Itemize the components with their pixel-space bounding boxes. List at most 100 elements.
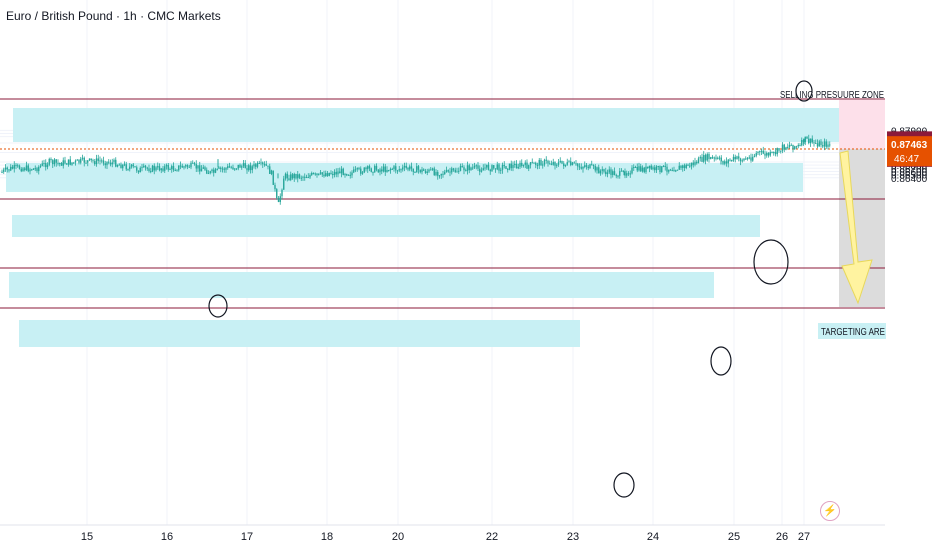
candle-body [514, 163, 516, 165]
candle-body [265, 164, 267, 166]
candle-body [17, 165, 19, 167]
candle-body [13, 164, 15, 169]
candle-body [799, 144, 801, 146]
candle-body [211, 169, 213, 172]
candle-body [715, 157, 717, 159]
candle-body [578, 166, 581, 168]
candle-body [375, 165, 378, 170]
candle-body [286, 173, 288, 179]
candle-body [66, 163, 68, 165]
candle-body [785, 147, 787, 150]
candle-body [99, 160, 101, 162]
candle-body [480, 170, 483, 172]
candle-body [711, 157, 714, 159]
candle-body [288, 178, 290, 180]
candle-body [360, 168, 362, 174]
candle-body [129, 166, 131, 170]
candle-body [717, 157, 719, 159]
candle-body [176, 170, 178, 172]
candle-body [361, 172, 364, 174]
candle-body [165, 165, 168, 167]
candle-body [599, 170, 602, 174]
candle-body [1, 171, 3, 173]
candle-body [73, 162, 75, 164]
candle-body [659, 166, 661, 173]
candle-body [517, 166, 519, 169]
candle-body [657, 166, 659, 168]
candle-body [692, 162, 694, 165]
candle-body [725, 161, 728, 164]
candle-body [235, 168, 238, 170]
candle-body [395, 166, 397, 171]
candle-body [531, 162, 533, 164]
support-zone-3 [12, 215, 760, 237]
candle-body [797, 144, 799, 147]
candle-body [27, 165, 29, 172]
candle-body [239, 164, 241, 168]
support-zone-1 [13, 108, 841, 142]
candle-body [214, 169, 217, 173]
candle-body [801, 140, 803, 146]
candle-body [246, 168, 248, 171]
candle-body [631, 167, 633, 174]
candle-body [479, 168, 481, 172]
candle-body [647, 166, 649, 169]
candle-body [137, 170, 140, 173]
candle-body [102, 160, 105, 164]
candle-body [542, 164, 544, 166]
candle-body [24, 168, 26, 171]
candle-body [290, 174, 292, 180]
candle-body [661, 166, 663, 173]
candle-body [459, 166, 462, 171]
candle-body [11, 166, 14, 169]
candle-body [365, 167, 367, 170]
candle-body [535, 162, 537, 165]
candle-body [150, 171, 152, 173]
candle-body [666, 166, 668, 172]
candle-body [739, 158, 742, 162]
candle-body [388, 169, 390, 171]
candle-body [171, 166, 173, 170]
candle-body [568, 161, 570, 163]
candle-body [312, 172, 315, 174]
candle-body [675, 170, 677, 172]
candle-body [382, 166, 385, 172]
candle-body [440, 173, 442, 176]
candle-body [363, 167, 365, 173]
lightning-icon[interactable]: ⚡ [820, 501, 840, 521]
candle-body [755, 153, 757, 156]
candle-body [529, 162, 532, 166]
candle-body [827, 144, 829, 147]
candle-body [484, 167, 486, 169]
candle-body [682, 165, 684, 168]
candle-body [335, 171, 337, 175]
candle-body [806, 136, 808, 139]
candle-body [153, 165, 155, 171]
candle-body [612, 171, 614, 175]
candle-body [293, 173, 295, 179]
candle-body [43, 162, 45, 164]
candle-body [470, 167, 472, 171]
candle-body [680, 165, 682, 168]
candle-body [521, 162, 523, 166]
candle-body [809, 138, 812, 144]
candle-body [652, 167, 654, 170]
candle-body [757, 152, 759, 154]
candle-body [493, 165, 495, 169]
candle-body [648, 165, 651, 169]
candle-body [186, 165, 189, 167]
candle-body [333, 171, 336, 176]
candle-body [374, 165, 376, 173]
candle-body [354, 169, 357, 171]
candle-body [610, 169, 612, 175]
candle-body [78, 159, 80, 163]
candle-body [804, 136, 806, 143]
candle-body [696, 161, 698, 164]
candle-body [750, 157, 752, 161]
candle-body [764, 153, 766, 156]
candle-body [192, 162, 194, 164]
candle-body [108, 161, 110, 163]
candle-body [356, 168, 358, 170]
candle-body [664, 165, 666, 167]
